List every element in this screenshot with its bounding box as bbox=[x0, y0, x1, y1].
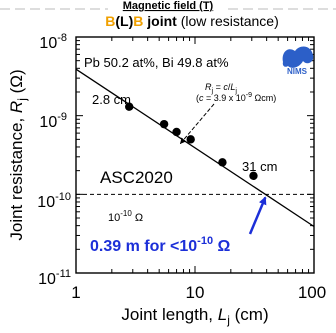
x-tick-label-100: 100 bbox=[298, 283, 326, 302]
y-tick-label-1e-11: 10-11 bbox=[38, 268, 71, 288]
composition-label: Pb 50.2 at%, Bi 49.8 at% bbox=[84, 55, 229, 70]
right-point-label: 31 cm bbox=[242, 159, 277, 174]
data-points bbox=[125, 102, 258, 181]
data-point bbox=[249, 171, 258, 181]
x-axis-title: Joint length, Lj (cm) bbox=[121, 305, 268, 327]
header-label: Magnetic field (T) bbox=[123, 0, 214, 12]
fit-line bbox=[75, 68, 315, 228]
y-tick-label-1e-8: 10-8 bbox=[39, 32, 67, 52]
y-axis-title: Joint resistance, Rj (Ω) bbox=[7, 69, 29, 240]
formula-line-2: (c = 3.9 x 10-9 Ωcm) bbox=[196, 92, 276, 103]
x-tick-label-1: 1 bbox=[71, 283, 80, 302]
threshold-label: 10-10 Ω bbox=[108, 209, 143, 224]
x-tick-label-10: 10 bbox=[186, 283, 205, 302]
data-point bbox=[186, 135, 195, 144]
data-point bbox=[172, 127, 181, 137]
data-point bbox=[218, 158, 227, 167]
result-label: 0.39 m for <10-10 Ω bbox=[90, 235, 231, 255]
formula-line-1: Rj = c/Lj bbox=[205, 82, 237, 95]
y-tick-label-1e-9: 10-9 bbox=[39, 111, 67, 131]
left-point-label: 2.8 cm bbox=[92, 92, 131, 107]
data-point bbox=[125, 102, 134, 111]
title-joint: joint bbox=[143, 13, 177, 29]
title-l: (L) bbox=[115, 13, 133, 29]
nims-logo: NIMS bbox=[282, 46, 314, 76]
title-b1: B bbox=[105, 13, 115, 29]
data-point bbox=[159, 119, 169, 129]
result-arrow bbox=[248, 196, 267, 235]
axis-ticks bbox=[76, 37, 314, 273]
chart-title: B(L)B joint (low resistance) bbox=[105, 13, 279, 29]
title-note: (low resistance) bbox=[177, 13, 279, 29]
y-tick-label-1e-10: 10-10 bbox=[37, 191, 71, 211]
svg-text:NIMS: NIMS bbox=[287, 67, 308, 76]
formula-arrow bbox=[179, 103, 215, 145]
title-b2: B bbox=[133, 13, 143, 29]
conference-label: ASC2020 bbox=[100, 168, 173, 187]
